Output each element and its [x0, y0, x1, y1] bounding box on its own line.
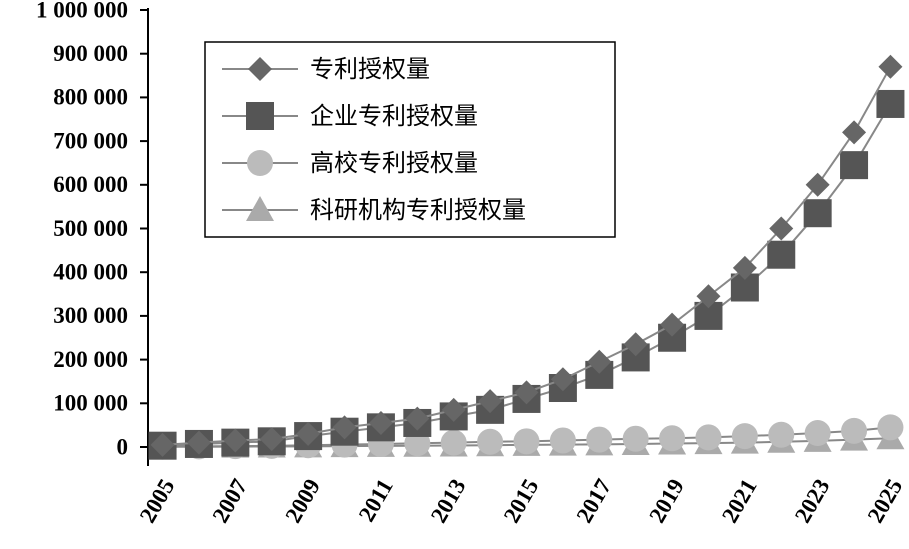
marker-circle	[768, 421, 795, 448]
y-tick-label: 200 000	[53, 347, 128, 372]
x-tick-label: 2007	[208, 475, 253, 527]
x-tick-label: 2023	[790, 475, 835, 527]
marker-circle	[877, 414, 904, 441]
marker-diamond	[842, 120, 867, 145]
marker-circle	[804, 420, 831, 447]
marker-square	[840, 151, 869, 180]
x-tick-label: 2019	[644, 475, 689, 527]
marker-diamond	[296, 421, 321, 446]
marker-square	[803, 199, 832, 228]
y-tick-label: 700 000	[53, 128, 128, 153]
marker-diamond	[769, 216, 794, 241]
marker-circle	[440, 429, 467, 456]
x-tick-label: 2011	[354, 475, 398, 526]
x-tick-label: 2025	[863, 475, 908, 527]
marker-diamond	[259, 427, 284, 452]
y-tick-label: 800 000	[53, 85, 128, 110]
marker-diamond	[248, 57, 272, 81]
marker-square	[246, 102, 274, 130]
legend-label: 专利授权量	[310, 55, 430, 83]
marker-diamond	[223, 428, 248, 453]
marker-diamond	[405, 406, 430, 431]
marker-diamond	[732, 255, 757, 280]
y-tick-label: 300 000	[53, 303, 128, 328]
x-tick-label: 2009	[280, 475, 325, 527]
legend-label: 企业专利授权量	[310, 102, 478, 130]
marker-circle	[659, 425, 686, 452]
marker-diamond	[696, 284, 721, 309]
marker-triangle	[246, 196, 274, 221]
marker-diamond	[805, 172, 830, 197]
y-tick-label: 500 000	[53, 216, 128, 241]
y-tick-label: 100 000	[53, 391, 128, 416]
marker-circle	[549, 427, 576, 454]
y-tick-label: 900 000	[53, 41, 128, 66]
marker-diamond	[368, 410, 393, 435]
x-tick-label: 2017	[572, 475, 617, 527]
marker-circle	[247, 150, 273, 176]
legend-box	[204, 41, 616, 238]
y-tick-label: 400 000	[53, 259, 128, 284]
legend-label: 科研机构专利授权量	[310, 196, 526, 224]
marker-diamond	[150, 432, 175, 457]
marker-diamond	[514, 380, 539, 405]
y-tick-label: 1 000 000	[36, 0, 128, 22]
marker-square	[876, 89, 905, 118]
marker-circle	[513, 428, 540, 455]
marker-circle	[731, 423, 758, 450]
marker-circle	[695, 424, 722, 451]
marker-diamond	[550, 367, 575, 392]
marker-square	[767, 240, 796, 269]
marker-circle	[477, 428, 504, 455]
legend-label: 高校专利授权量	[310, 149, 478, 177]
x-tick-label: 2005	[135, 475, 180, 527]
marker-circle	[622, 425, 649, 452]
marker-diamond	[478, 389, 503, 414]
marker-diamond	[186, 430, 211, 455]
marker-diamond	[660, 312, 685, 337]
x-tick-label: 2015	[499, 475, 544, 527]
x-tick-label: 2021	[717, 475, 762, 527]
marker-circle	[586, 426, 613, 453]
y-tick-label: 600 000	[53, 172, 128, 197]
x-tick-label: 2013	[426, 475, 471, 527]
y-tick-label: 0	[117, 434, 129, 459]
marker-diamond	[878, 54, 903, 79]
marker-diamond	[623, 332, 648, 357]
marker-diamond	[587, 349, 612, 374]
marker-circle	[841, 417, 868, 444]
marker-diamond	[441, 397, 466, 422]
marker-diamond	[332, 415, 357, 440]
plot-area	[148, 54, 905, 460]
